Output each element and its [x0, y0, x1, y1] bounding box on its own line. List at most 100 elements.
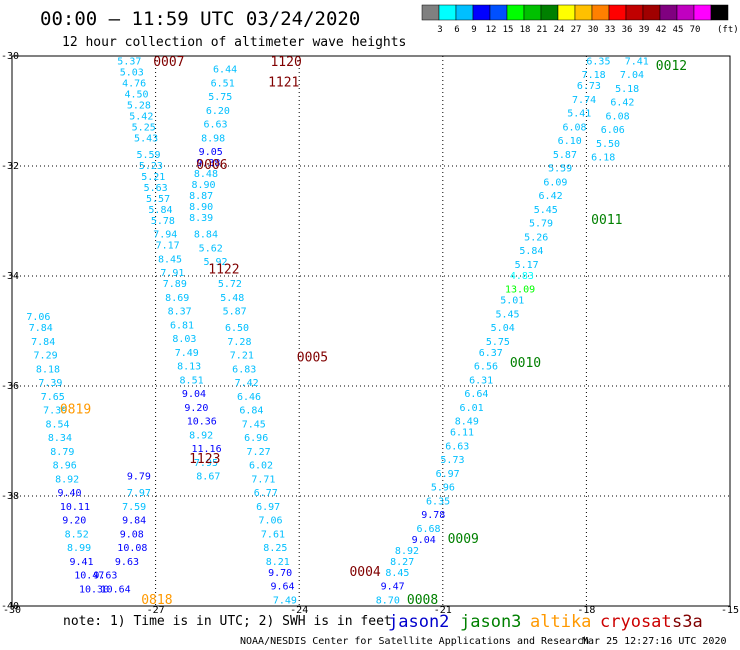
wave-height-value: 9.04: [412, 535, 436, 546]
wave-height-value: 7.84: [31, 337, 55, 348]
legend-swatch: [693, 4, 712, 21]
wave-height-value: 8.92: [395, 546, 419, 557]
wave-height-value: 5.59: [548, 164, 572, 175]
legend-label: 15: [503, 25, 514, 35]
wave-height-value: 6.37: [479, 348, 503, 359]
wave-height-value: 7.39: [43, 406, 67, 417]
x-tick-label: -24: [290, 605, 308, 616]
wave-height-value: 6.18: [591, 153, 615, 164]
wave-height-value: 6.81: [170, 320, 194, 331]
legend-swatch: [421, 4, 440, 21]
wave-height-value: 6.35: [586, 56, 610, 67]
wave-height-value: 5.25: [132, 122, 156, 133]
wave-height-value: 7.89: [163, 279, 187, 290]
wave-height-value: 9.20: [62, 516, 86, 527]
wave-height-value: 9.79: [127, 472, 151, 483]
wave-height-value: 5.72: [218, 279, 242, 290]
wave-height-value: 5.04: [491, 323, 515, 334]
legend-label: 33: [605, 25, 616, 35]
legend-label: 12: [486, 25, 497, 35]
wave-height-value: 6.97: [256, 502, 280, 513]
legend-label: 45: [673, 25, 684, 35]
wave-height-value: 5.62: [199, 243, 223, 254]
wave-height-value: 5.17: [515, 260, 539, 271]
wave-height-value: 5.18: [615, 84, 639, 95]
wave-height-value: 5.41: [567, 109, 591, 120]
wave-height-value: 8.39: [189, 213, 213, 224]
x-tick-label: -21: [434, 605, 452, 616]
wave-height-value: 7.39: [38, 378, 62, 389]
wave-height-value: 5.26: [524, 232, 548, 243]
wave-height-value: 5.79: [529, 219, 553, 230]
wave-height-value: 8.13: [177, 362, 201, 373]
wave-height-value: 6.09: [543, 177, 567, 188]
wave-height-value: 7.04: [620, 70, 644, 81]
wave-height-value: 5.73: [440, 455, 464, 466]
legend-label: 30: [588, 25, 599, 35]
wave-height-value: 6.63: [203, 120, 227, 131]
wave-height-value: 8.67: [196, 472, 220, 483]
x-tick-label: -18: [577, 605, 595, 616]
legend-label: 42: [656, 25, 667, 35]
wave-height-value: 4.83: [510, 271, 534, 282]
wave-height-value: 8.45: [385, 568, 409, 579]
wave-height-value: 10.30: [79, 584, 109, 595]
wave-height-value: 9.40: [57, 488, 81, 499]
wave-height-value: 5.59: [136, 150, 160, 161]
wave-height-value: 5.03: [120, 67, 144, 78]
wave-height-value: 6.83: [232, 364, 256, 375]
satellite-legend: jason2 jason3 altika cryosat s3a: [388, 612, 703, 632]
wave-height-value: 7.95: [194, 458, 218, 469]
wave-height-value: 8.48: [194, 169, 218, 180]
wave-height-value: 7.27: [247, 447, 271, 458]
legend-swatch: [591, 4, 610, 21]
wave-height-value: 5.45: [495, 309, 519, 320]
wave-height-value: 6.06: [601, 125, 625, 136]
pass-time-label: 0006: [196, 158, 227, 173]
wave-height-value: 8.51: [180, 375, 204, 386]
wave-height-value: 6.97: [436, 469, 460, 480]
wave-height-value: 9.63: [93, 571, 117, 582]
wave-height-value: 7.59: [122, 502, 146, 513]
pass-time-label: 0818: [141, 593, 172, 608]
grid-lines: [12, 56, 730, 606]
wave-height-value: 8.52: [65, 529, 89, 540]
wave-height-value: 9.70: [268, 568, 292, 579]
wave-height-value: 9.63: [115, 557, 139, 568]
wave-height-value: 8.37: [168, 307, 192, 318]
wave-height-value: 5.87: [553, 150, 577, 161]
y-tick-label: -34: [1, 271, 19, 282]
wave-height-value: 8.25: [263, 543, 287, 554]
y-tick-label: -40: [1, 601, 19, 612]
wave-height-value: 13.09: [505, 285, 535, 296]
wave-height-value: 6.02: [249, 461, 273, 472]
wave-height-value: 9.38: [196, 158, 220, 169]
legend-swatch: [710, 4, 729, 21]
wave-height-value: 8.70: [376, 595, 400, 606]
wave-height-value: 5.75: [486, 337, 510, 348]
wave-height-value: 8.03: [172, 334, 196, 345]
wave-height-value: 5.48: [220, 293, 244, 304]
pass-time-label: 0004: [349, 565, 380, 580]
pass-time-label: 0009: [448, 532, 479, 547]
wave-height-value: 6.01: [460, 403, 484, 414]
chart-title: 00:00 — 11:59 UTC 03/24/2020: [40, 8, 360, 30]
legend-swatch: [659, 4, 678, 21]
pass-time-label: 0007: [153, 55, 184, 70]
pass-time-label: 1120: [270, 55, 301, 70]
wave-height-value: 8.18: [36, 364, 60, 375]
wave-height-value: 5.45: [534, 205, 558, 216]
wave-height-value: 10.47: [74, 571, 104, 582]
legend-label: 39: [639, 25, 650, 35]
wave-height-value: 10.11: [60, 502, 90, 513]
satellite-label: jason3: [460, 612, 521, 632]
wave-height-value: 10.08: [117, 543, 147, 554]
wave-height-value: 7.61: [261, 529, 285, 540]
wave-height-value: 6.42: [610, 98, 634, 109]
wave-height-value: 6.64: [464, 389, 488, 400]
pass-time-label: 1121: [268, 75, 299, 90]
wave-height-value: 8.49: [455, 417, 479, 428]
wave-height-value: 10.36: [187, 417, 217, 428]
y-tick-label: -30: [1, 51, 19, 62]
pass-time-label: 0008: [407, 593, 438, 608]
